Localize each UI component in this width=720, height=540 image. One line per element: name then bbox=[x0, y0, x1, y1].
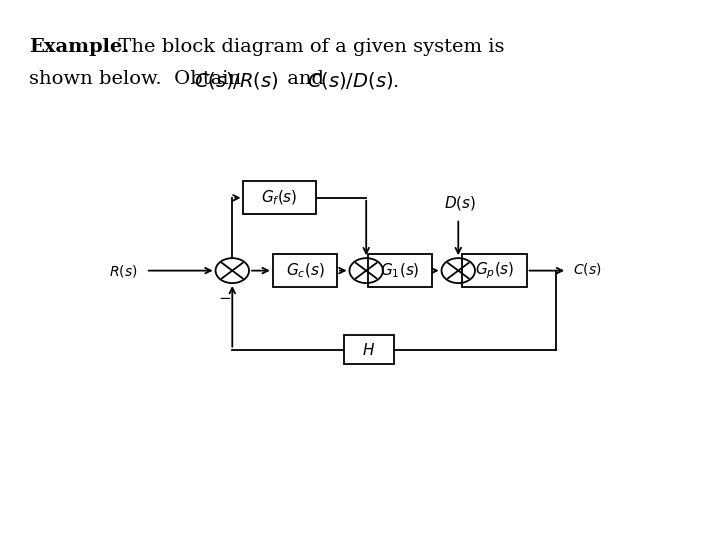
FancyBboxPatch shape bbox=[344, 335, 394, 364]
Text: $C(s)$: $C(s)$ bbox=[572, 261, 601, 278]
Text: The block diagram of a given system is: The block diagram of a given system is bbox=[112, 38, 504, 56]
Text: Example.: Example. bbox=[29, 38, 129, 56]
Text: $C(s)/R(s)$: $C(s)/R(s)$ bbox=[194, 70, 279, 91]
Text: shown below.  Obtain: shown below. Obtain bbox=[29, 70, 247, 88]
FancyBboxPatch shape bbox=[368, 254, 432, 287]
Text: $G_1(s)$: $G_1(s)$ bbox=[380, 261, 420, 280]
FancyBboxPatch shape bbox=[243, 181, 316, 214]
Text: $C(s)/D(s)$.: $C(s)/D(s)$. bbox=[307, 70, 400, 91]
Text: $G_c(s)$: $G_c(s)$ bbox=[286, 261, 324, 280]
Text: $R(s)$: $R(s)$ bbox=[109, 262, 138, 279]
Text: $G_f(s)$: $G_f(s)$ bbox=[261, 188, 298, 207]
Text: and: and bbox=[281, 70, 330, 88]
Text: $G_p(s)$: $G_p(s)$ bbox=[474, 260, 514, 281]
Text: $H$: $H$ bbox=[362, 342, 376, 357]
Text: $D(s)$: $D(s)$ bbox=[444, 194, 477, 212]
Text: $-$: $-$ bbox=[218, 288, 232, 303]
FancyBboxPatch shape bbox=[273, 254, 337, 287]
FancyBboxPatch shape bbox=[462, 254, 526, 287]
